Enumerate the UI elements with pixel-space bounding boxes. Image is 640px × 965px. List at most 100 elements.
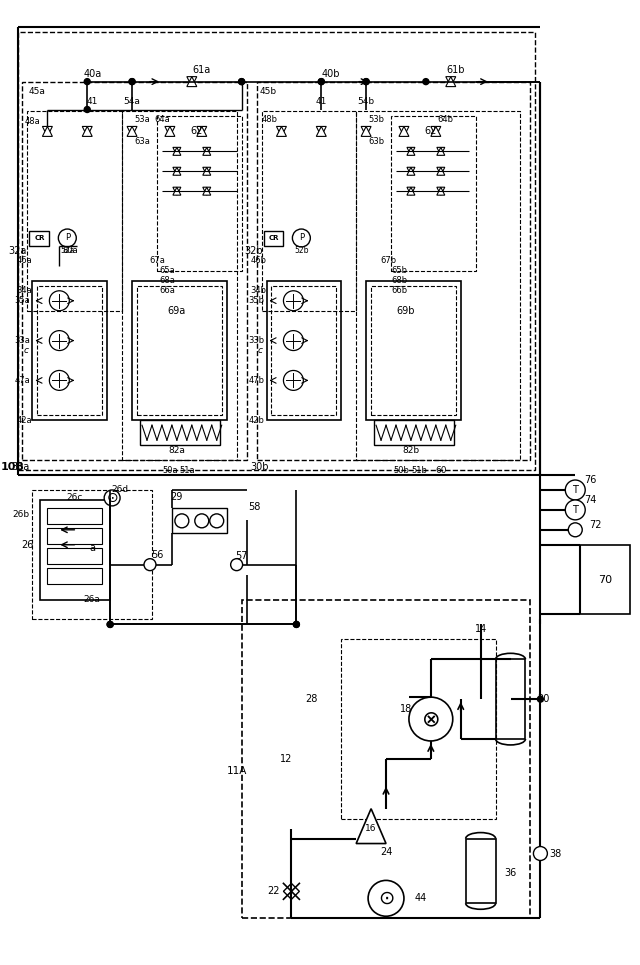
Text: 63a: 63a xyxy=(134,137,150,146)
Polygon shape xyxy=(173,187,181,195)
Polygon shape xyxy=(407,167,415,176)
Bar xyxy=(132,281,227,420)
Text: c: c xyxy=(258,346,263,355)
Polygon shape xyxy=(407,148,415,155)
Bar xyxy=(257,82,531,460)
Polygon shape xyxy=(446,76,456,87)
Text: 76: 76 xyxy=(584,475,596,485)
Circle shape xyxy=(175,514,189,528)
Polygon shape xyxy=(165,126,175,136)
Text: 26: 26 xyxy=(21,539,34,550)
Polygon shape xyxy=(173,148,181,155)
Text: 65a: 65a xyxy=(159,266,175,275)
Text: 38: 38 xyxy=(549,848,561,859)
Text: 26a: 26a xyxy=(84,595,100,604)
Bar xyxy=(157,117,242,271)
Bar xyxy=(495,659,525,739)
Circle shape xyxy=(129,78,135,85)
Bar xyxy=(341,640,495,818)
Circle shape xyxy=(363,78,369,85)
Circle shape xyxy=(239,78,244,85)
Circle shape xyxy=(368,880,404,916)
Polygon shape xyxy=(127,126,137,136)
Text: 24: 24 xyxy=(380,846,392,857)
Text: 32b: 32b xyxy=(244,246,263,256)
Text: 53b: 53b xyxy=(368,115,384,124)
Polygon shape xyxy=(203,148,211,155)
Polygon shape xyxy=(437,167,445,176)
Text: 69a: 69a xyxy=(168,306,186,316)
Text: 52a: 52a xyxy=(60,246,74,256)
Bar xyxy=(40,500,110,599)
Text: 22: 22 xyxy=(268,886,280,896)
Text: 67a: 67a xyxy=(149,257,165,265)
Circle shape xyxy=(58,229,76,247)
Bar xyxy=(242,599,531,919)
Text: ⊙: ⊙ xyxy=(378,889,394,908)
Circle shape xyxy=(565,480,585,500)
Text: 29: 29 xyxy=(171,492,183,502)
Text: 65b: 65b xyxy=(391,266,407,275)
Text: 82b: 82b xyxy=(403,446,419,455)
Text: 30b: 30b xyxy=(250,462,269,472)
Bar xyxy=(28,112,122,311)
Bar xyxy=(33,281,107,420)
Text: 56: 56 xyxy=(151,550,163,560)
Circle shape xyxy=(239,78,244,85)
Text: a: a xyxy=(89,542,95,553)
Text: 34a: 34a xyxy=(17,287,33,295)
Polygon shape xyxy=(203,167,211,176)
Text: 48b: 48b xyxy=(262,115,278,124)
Circle shape xyxy=(533,846,547,861)
Polygon shape xyxy=(316,126,326,136)
Polygon shape xyxy=(437,167,445,176)
Bar xyxy=(47,508,102,524)
Text: CR: CR xyxy=(268,235,279,241)
Circle shape xyxy=(107,621,113,627)
Bar xyxy=(366,281,461,420)
Text: 45b: 45b xyxy=(260,87,277,96)
Text: 30a: 30a xyxy=(12,462,29,472)
Polygon shape xyxy=(437,187,445,195)
Polygon shape xyxy=(431,126,441,136)
Text: 61a: 61a xyxy=(193,65,211,74)
Polygon shape xyxy=(196,126,207,136)
Text: 60: 60 xyxy=(435,465,447,475)
Polygon shape xyxy=(127,126,137,136)
Text: 41: 41 xyxy=(316,97,327,106)
Text: 68a: 68a xyxy=(159,276,175,286)
Bar xyxy=(37,286,102,415)
Bar xyxy=(172,508,227,533)
Text: 34b: 34b xyxy=(250,287,266,295)
Circle shape xyxy=(568,523,582,537)
Text: 40a: 40a xyxy=(83,69,101,79)
Text: 68b: 68b xyxy=(391,276,407,286)
Text: 18: 18 xyxy=(400,704,412,714)
Circle shape xyxy=(84,106,90,113)
Circle shape xyxy=(318,78,324,85)
Circle shape xyxy=(49,290,69,311)
Text: 51a: 51a xyxy=(179,465,195,475)
Text: 74: 74 xyxy=(584,495,596,505)
Bar xyxy=(356,112,520,460)
Text: 82a: 82a xyxy=(168,446,186,455)
Polygon shape xyxy=(316,126,326,136)
Text: 54b: 54b xyxy=(358,97,374,106)
Text: 35b: 35b xyxy=(248,296,264,305)
Circle shape xyxy=(195,514,209,528)
Circle shape xyxy=(107,621,113,627)
Text: T: T xyxy=(572,505,578,515)
Text: 58: 58 xyxy=(248,502,260,511)
Text: 41: 41 xyxy=(86,97,98,106)
Bar xyxy=(137,286,221,415)
Bar xyxy=(122,112,237,460)
Circle shape xyxy=(423,78,429,85)
Circle shape xyxy=(230,559,243,570)
Text: 50a: 50a xyxy=(162,465,178,475)
Polygon shape xyxy=(165,126,175,136)
Text: 66b: 66b xyxy=(391,287,407,295)
Polygon shape xyxy=(361,126,371,136)
Bar xyxy=(264,231,284,246)
Text: 10B: 10B xyxy=(1,462,24,472)
Text: 12: 12 xyxy=(280,754,292,764)
